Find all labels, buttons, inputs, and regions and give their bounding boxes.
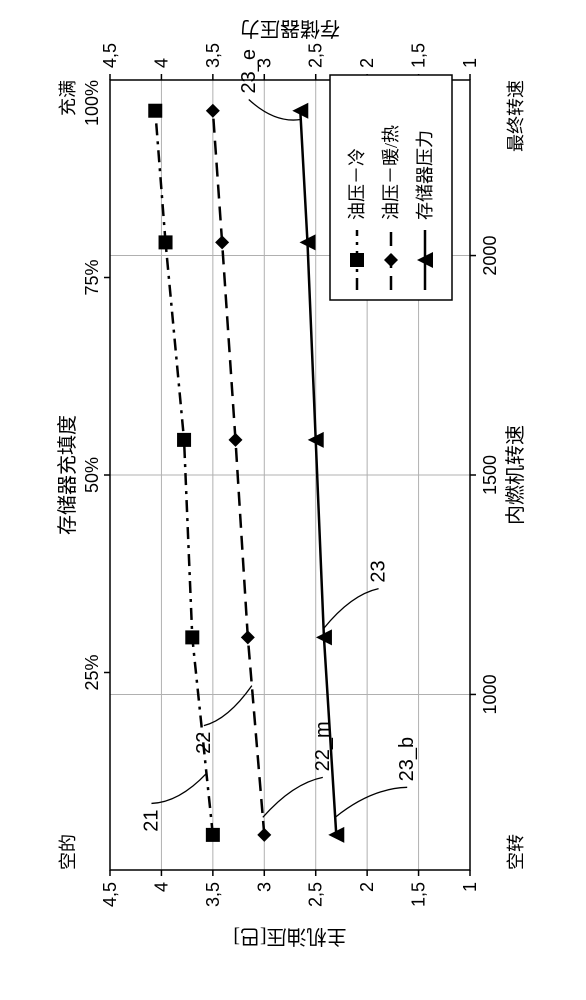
legend-label: 油压－暖/热 bbox=[381, 125, 401, 220]
yleft-tick: 1,5 bbox=[409, 882, 429, 907]
callout-23_e: 23_e bbox=[238, 49, 260, 94]
xtop-tick: 25% bbox=[82, 654, 102, 690]
yleft-tick: 3 bbox=[254, 882, 274, 892]
legend-label: 油压－冷 bbox=[347, 148, 367, 220]
yright-tick: 3,5 bbox=[203, 43, 223, 68]
xtop-title: 存储器充填度 bbox=[56, 415, 79, 535]
xtop-tick: 50% bbox=[82, 457, 102, 493]
yright-title: 存储器压力 bbox=[240, 17, 340, 40]
xbottom-tick: 1500 bbox=[480, 455, 500, 495]
yright-tick: 4 bbox=[151, 58, 171, 68]
chart-svg: 11,522,533,544,5主机油压[巴]11,522,533,544,5存… bbox=[0, 0, 586, 1000]
yleft-title: 主机油压[巴] bbox=[233, 925, 346, 948]
xtop-right-label2: 充满 bbox=[58, 80, 78, 116]
callout-23: 23 bbox=[368, 560, 390, 582]
yright-tick: 1,5 bbox=[409, 43, 429, 68]
yleft-tick: 4,5 bbox=[100, 882, 120, 907]
xbottom-tick: 2000 bbox=[480, 236, 500, 276]
yright-tick: 2 bbox=[357, 58, 377, 68]
yleft-tick: 4 bbox=[151, 882, 171, 892]
chart-stage: 11,522,533,544,5主机油压[巴]11,522,533,544,5存… bbox=[0, 0, 586, 1000]
yleft-tick: 2,5 bbox=[306, 882, 326, 907]
xbottom-right-label: 最终转速 bbox=[506, 80, 526, 152]
legend-label: 存储器压力 bbox=[415, 130, 435, 220]
yleft-tick: 1 bbox=[460, 882, 480, 892]
xtop-right-label1: 100% bbox=[82, 80, 102, 126]
callout-22_m: 22_m bbox=[312, 721, 334, 771]
yright-tick: 1 bbox=[460, 58, 480, 68]
xtop-tick: 75% bbox=[82, 259, 102, 295]
callout-23_b: 23_b bbox=[396, 737, 418, 782]
yleft-tick: 3,5 bbox=[203, 882, 223, 907]
xbottom-title: 内燃机转速 bbox=[504, 425, 527, 525]
yleft-tick: 2 bbox=[357, 882, 377, 892]
xbottom-tick: 1000 bbox=[480, 674, 500, 714]
callout-21: 21 bbox=[140, 809, 162, 831]
xtop-left-label: 空的 bbox=[58, 834, 78, 870]
yright-tick: 2,5 bbox=[306, 43, 326, 68]
yright-tick: 4,5 bbox=[100, 43, 120, 68]
xbottom-left-label: 空转 bbox=[506, 834, 526, 870]
legend: 油压－冷油压－暖/热存储器压力 bbox=[330, 75, 452, 300]
callout-22: 22 bbox=[193, 732, 215, 754]
